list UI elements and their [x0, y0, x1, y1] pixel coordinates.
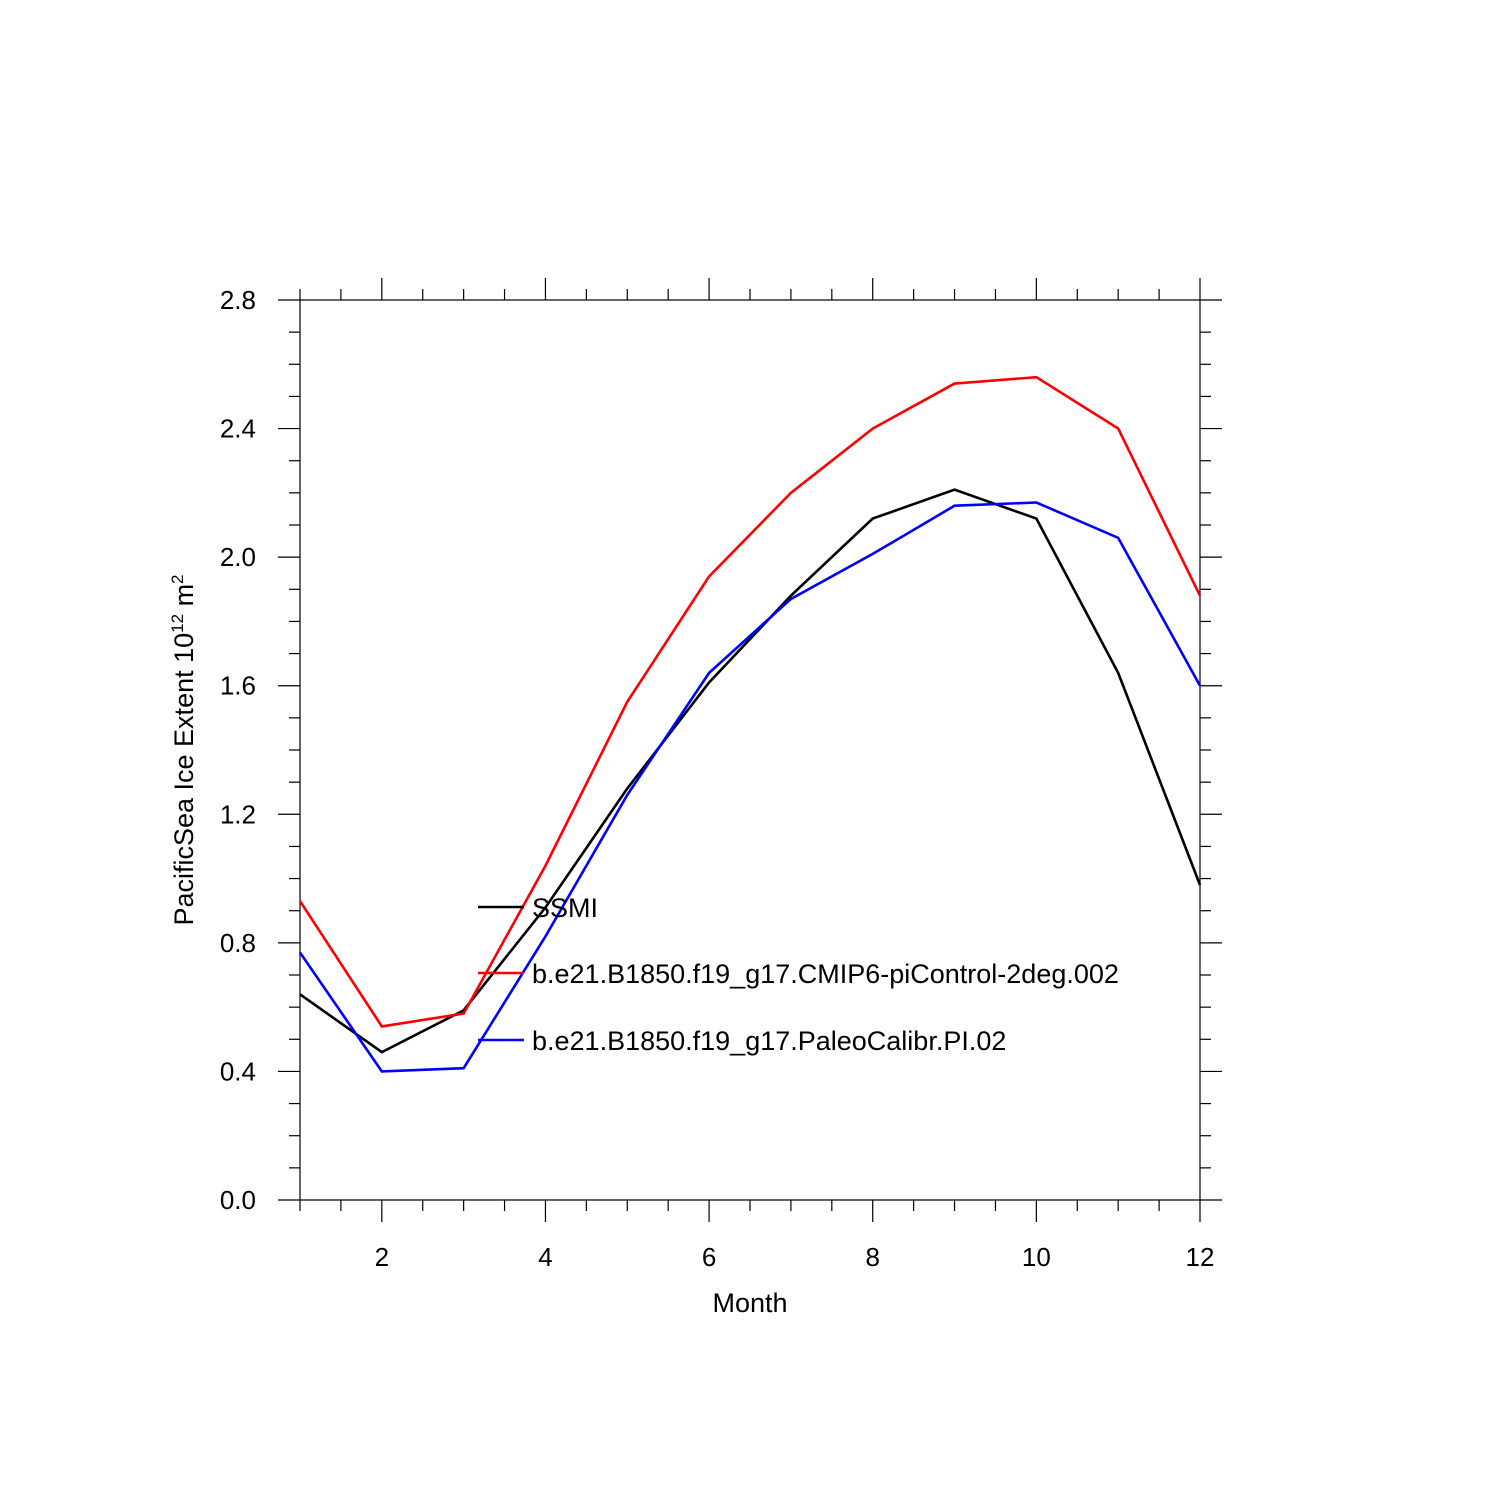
- y-tick-label-6: 2.4: [220, 414, 256, 444]
- series-line-0: [299, 488, 1202, 1054]
- x-tick-label-1: 4: [538, 1242, 552, 1272]
- legend-label-0: SSMI: [532, 893, 598, 923]
- x-tick-label-3: 8: [865, 1242, 879, 1272]
- y-axis-title-exponent: 12: [168, 614, 187, 633]
- tick-labels: 2 4 6 8 10 12 0.0 0.4 0.8 1.2 1.6 2.0 2.4 2.8: [220, 285, 1215, 1272]
- y-tick-label-4: 1.6: [220, 671, 256, 701]
- series-line-1: [298, 375, 1202, 1028]
- plot-frame: [299, 299, 1201, 1201]
- x-tick-label-0: 2: [375, 1242, 389, 1272]
- y-axis-title-unit: m: [169, 584, 199, 614]
- legend: SSMI b.e21.B1850.f19_g17.CMIP6-piControl-…: [478, 893, 1119, 1056]
- x-tick-label-4: 10: [1022, 1242, 1051, 1272]
- y-tick-label-2: 0.8: [220, 928, 256, 958]
- y-axis-title-unit-exponent: 2: [168, 574, 187, 583]
- axis-ticks: [278, 278, 1222, 1222]
- x-tick-label-5: 12: [1186, 1242, 1215, 1272]
- y-axis-title: PacificSea Ice Extent 1012 m2: [168, 574, 199, 925]
- legend-label-2: b.e21.B1850.f19_g17.PaleoCalibr.PI.02: [532, 1026, 1006, 1056]
- series-line-2: [298, 501, 1202, 1073]
- y-tick-label-3: 1.2: [220, 799, 256, 829]
- series-lines: [298, 375, 1202, 1073]
- x-tick-label-2: 6: [702, 1242, 716, 1272]
- y-tick-label-7: 2.8: [220, 285, 256, 315]
- y-tick-label-5: 2.0: [220, 542, 256, 572]
- legend-label-1: b.e21.B1850.f19_g17.CMIP6-piControl-2deg…: [532, 959, 1119, 989]
- y-tick-label-0: 0.0: [220, 1185, 256, 1215]
- y-tick-label-1: 0.4: [220, 1056, 256, 1086]
- x-axis-title: Month: [712, 1288, 787, 1318]
- y-axis-title-main: PacificSea Ice Extent 10: [169, 633, 199, 926]
